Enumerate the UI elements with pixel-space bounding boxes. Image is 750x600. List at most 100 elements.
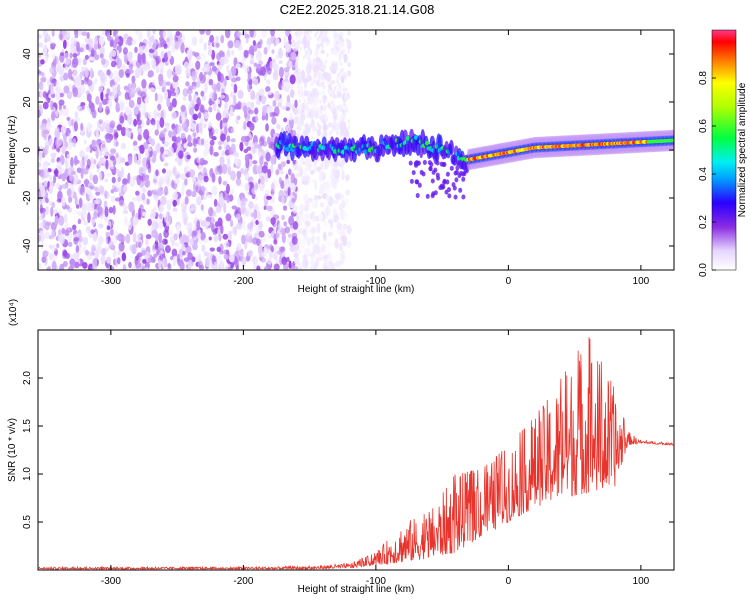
spectrogram-cell xyxy=(87,212,91,224)
spectrogram-cell xyxy=(112,205,116,215)
spectrogram-cell xyxy=(324,104,327,109)
spectrogram-cell xyxy=(329,106,332,111)
spectrogram-cell xyxy=(212,229,218,235)
spectrogram-cell xyxy=(199,71,204,82)
spectrogram-cell xyxy=(100,71,104,78)
spectrogram-cell xyxy=(183,257,190,262)
spectrogram-cell xyxy=(308,56,311,61)
spectrogram-cell xyxy=(88,56,95,61)
spectrogram-cell xyxy=(179,236,183,245)
spectrogram-cell xyxy=(127,155,133,165)
spectrogram-cell xyxy=(205,216,212,222)
spectrogram-cell xyxy=(181,113,186,123)
spectrogram-cell xyxy=(120,142,126,150)
spectrogram-cell xyxy=(80,185,85,194)
spectrogram-cell xyxy=(153,109,158,119)
spectrogram-cell xyxy=(442,179,447,185)
spectrogram-cell xyxy=(199,30,206,35)
spectrogram-cell xyxy=(39,185,45,193)
spectrogram-cell xyxy=(246,146,252,151)
spectrogram-cell xyxy=(435,160,440,166)
spectrogram-cell xyxy=(431,191,436,197)
spectrogram-cell xyxy=(245,211,249,217)
spectrogram-cell xyxy=(172,127,177,137)
spectrogram-cell xyxy=(80,84,86,95)
spectrogram-cell xyxy=(130,88,137,95)
spectrogram-cell xyxy=(40,59,45,65)
spectrogram-cell xyxy=(105,231,111,238)
spectrogram-cell xyxy=(213,234,218,243)
spectrogram-cell xyxy=(203,123,207,129)
spectrogram-cell xyxy=(72,177,78,186)
spectrogram-cell xyxy=(154,129,159,136)
spectrogram-cell xyxy=(103,73,108,83)
spectrogram-cell xyxy=(192,51,196,56)
spectrogram-cell xyxy=(97,161,102,169)
spectrogram-cell xyxy=(82,168,89,175)
spectrogram-cell xyxy=(48,174,53,182)
spectrogram-cell xyxy=(158,73,164,82)
spectrogram-cell xyxy=(90,232,94,239)
spectrogram-cell xyxy=(295,35,302,41)
spectrogram-cell xyxy=(258,230,265,238)
spectrogram-cell xyxy=(312,67,315,72)
spectrogram-cell xyxy=(219,119,223,130)
spectrogram-cell xyxy=(199,37,204,44)
spectrogram-cell xyxy=(268,142,272,149)
spectrogram-cell xyxy=(228,254,235,263)
spectrogram-cell xyxy=(417,182,422,188)
spectrogram-cell xyxy=(72,87,78,98)
spectrogram-cell xyxy=(115,168,120,174)
spectrogram-cell xyxy=(54,215,59,226)
spectrogram-cell xyxy=(120,126,127,137)
spectrogram-cell xyxy=(191,81,197,87)
spectrogram-cell xyxy=(336,105,339,110)
spectrogram-cell xyxy=(295,213,300,223)
spectrogram-cell xyxy=(98,119,103,125)
spectrogram-cell xyxy=(316,195,322,200)
spectrogram-cell xyxy=(63,213,68,223)
spectrogram-cell xyxy=(58,99,65,106)
spectrogram-cell xyxy=(281,195,285,205)
spectrogram-cell xyxy=(159,38,166,46)
spectrogram-cell xyxy=(240,168,245,175)
spectrogram-cell xyxy=(342,48,345,53)
spectrogram-cell xyxy=(332,60,335,65)
spectrogram-cell xyxy=(42,101,49,110)
spectrogram-cell xyxy=(334,84,340,93)
spectrogram-cell xyxy=(234,152,240,158)
spectrogram-cell xyxy=(272,251,279,261)
spectrogram-cell xyxy=(317,59,320,64)
spectrogram-cell xyxy=(293,116,299,125)
spectrogram-cell xyxy=(98,35,105,46)
spectrogram-cell xyxy=(128,99,135,109)
spectrogram-cell xyxy=(228,70,233,81)
spectrogram-cell xyxy=(78,57,82,66)
spectrogram-cell xyxy=(318,127,321,132)
spectrogram-cell xyxy=(311,235,315,244)
spectrogram-cell xyxy=(245,36,249,44)
spectrogram-cell xyxy=(202,73,206,83)
spectrogram-cell xyxy=(163,162,169,167)
spectrogram-cell xyxy=(310,210,316,216)
spectrogram-cell xyxy=(203,82,208,94)
spectrogram-cell xyxy=(327,262,334,270)
spectrogram-cell xyxy=(314,106,320,111)
spectrogram-cell xyxy=(285,30,290,37)
spectrogram-cell xyxy=(293,135,299,147)
spectrogram-cell xyxy=(260,175,265,185)
spectrogram-cell xyxy=(184,196,189,205)
spectrogram-cell xyxy=(196,195,202,206)
spectrogram-cell xyxy=(303,38,306,43)
spectrogram-cell xyxy=(142,211,147,217)
spectrogram-cell xyxy=(409,178,414,184)
spectrogram-cell xyxy=(67,167,72,176)
y-tick-label: 1.0 xyxy=(22,467,33,481)
spectrogram-cell xyxy=(299,267,303,270)
spectrogram-cell xyxy=(314,46,319,56)
spectrogram-cell xyxy=(76,104,81,111)
spectrogram-cell xyxy=(68,140,73,151)
spectrogram-cell xyxy=(333,161,339,167)
spectrogram-cell xyxy=(39,222,43,230)
